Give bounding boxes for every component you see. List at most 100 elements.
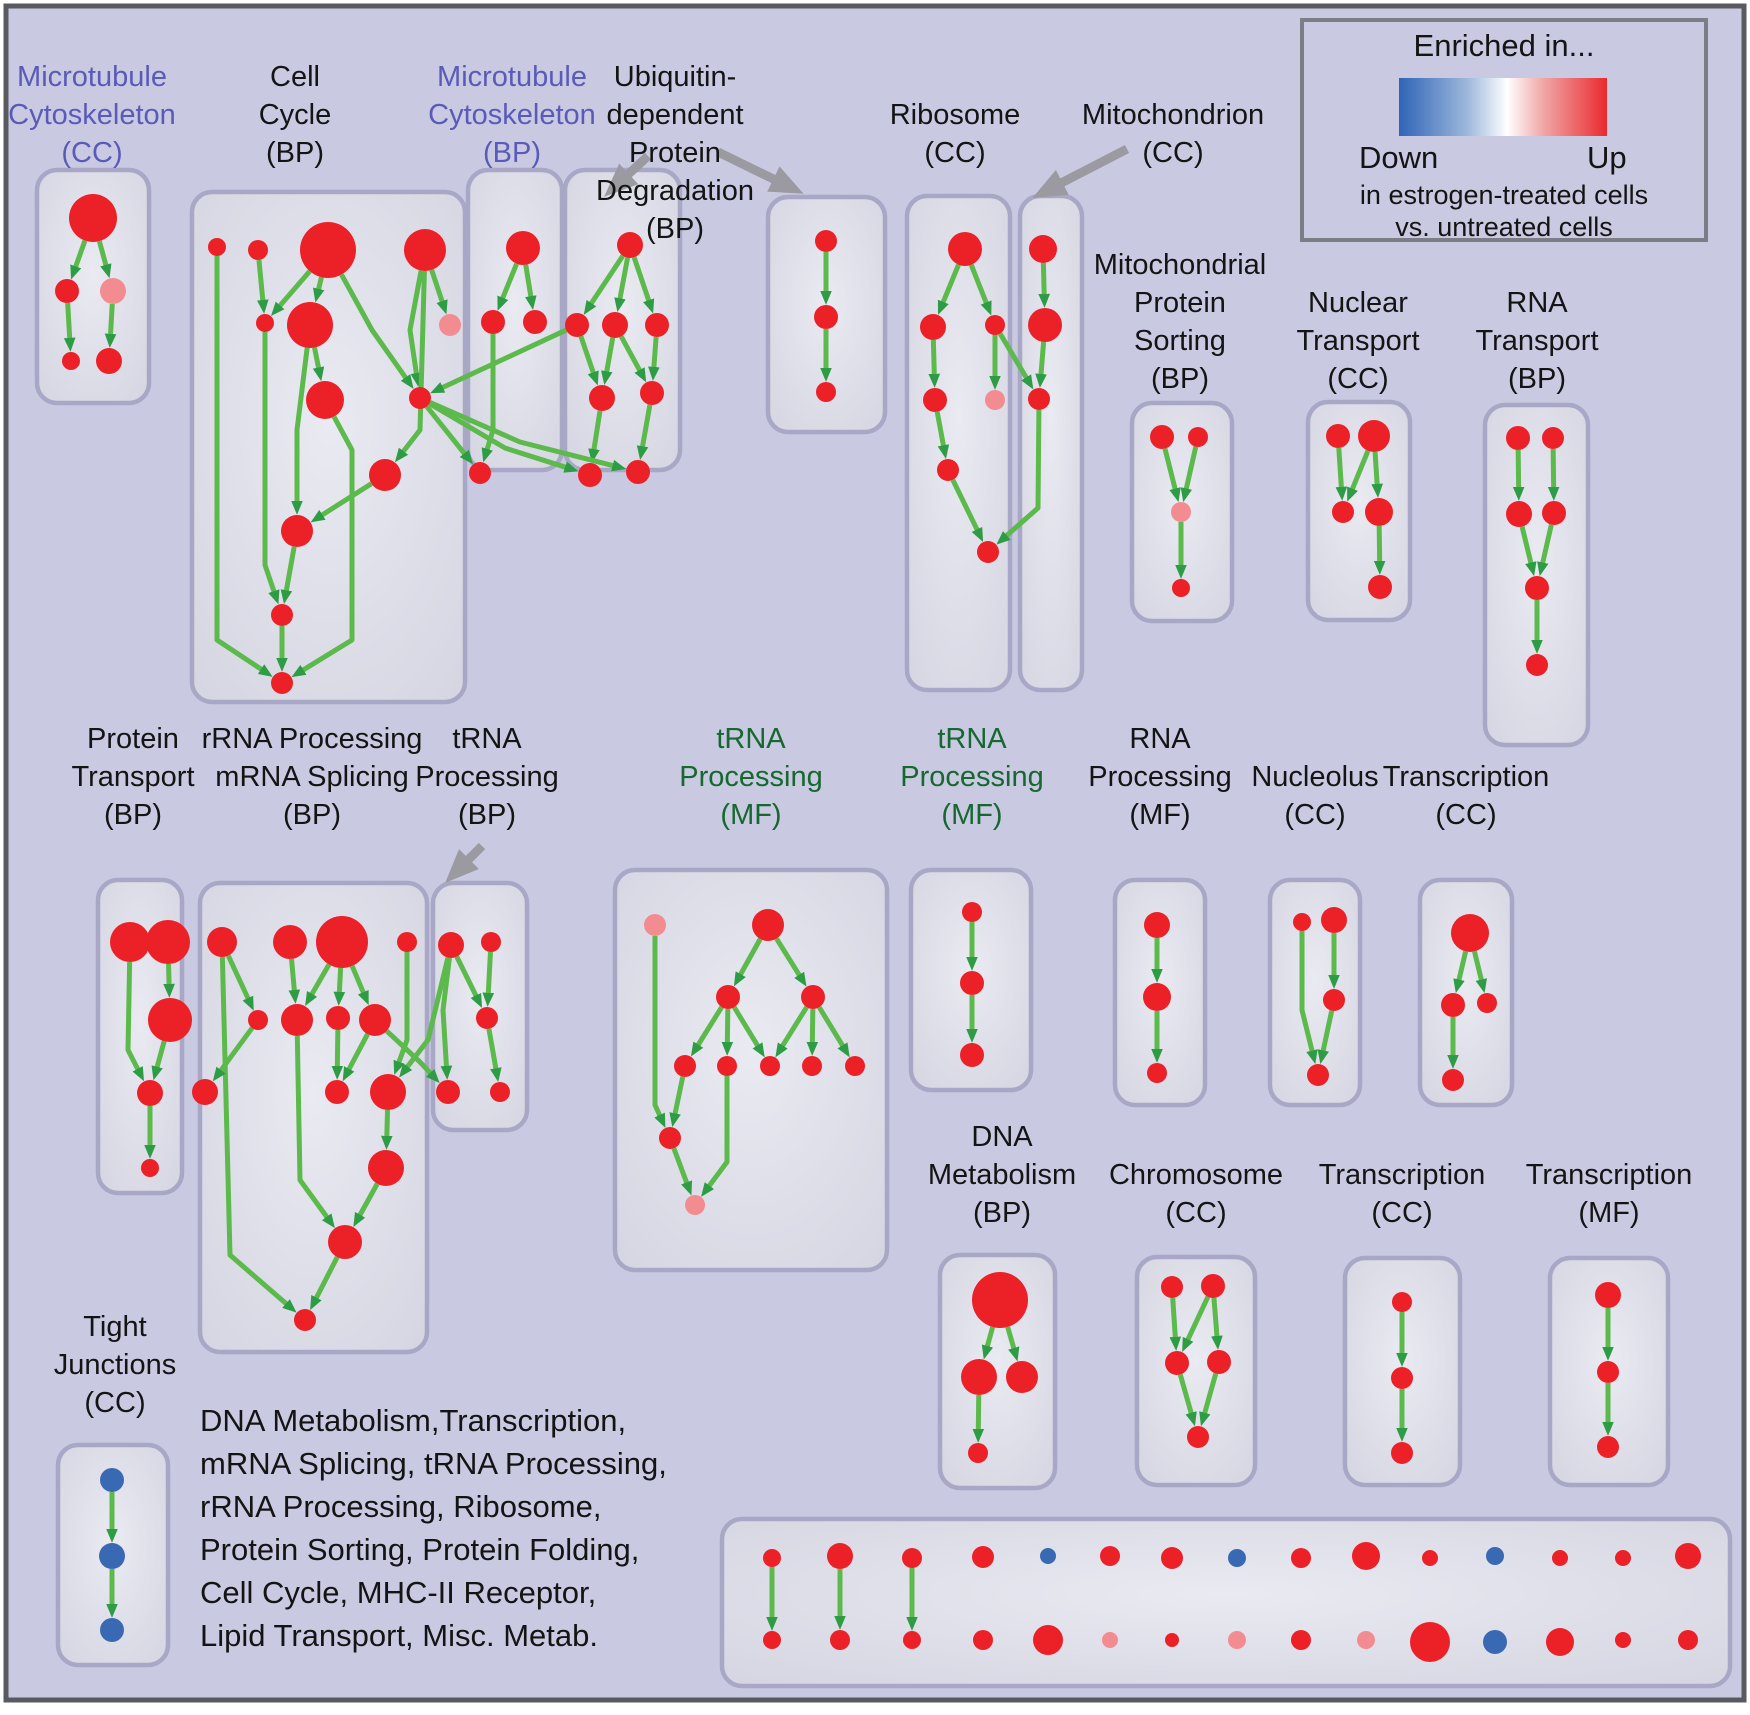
go-term-node [1410, 1622, 1450, 1662]
edge-arrow [310, 1255, 340, 1311]
go-term-node [300, 222, 356, 278]
cluster-label-nucleolus-cc-line2: (CC) [1284, 799, 1346, 831]
go-term-node [281, 515, 313, 547]
go-term-node [368, 1150, 404, 1186]
go-term-node [1150, 425, 1174, 449]
cluster-label-trna-mf-small-line3: (MF) [941, 799, 1003, 831]
cluster-label-dna-metabolism-line2: Metabolism [927, 1159, 1077, 1191]
cluster-label-mitochondrion-cc-line2: (CC) [1142, 137, 1204, 169]
go-term-node [1102, 1632, 1118, 1648]
edge-arrow [817, 1005, 850, 1058]
edge-arrow [690, 1005, 724, 1057]
go-term-node [685, 1195, 705, 1215]
edge-arrow [733, 937, 763, 987]
cluster-label-trna-bp-line3: (BP) [458, 799, 516, 831]
collapsed-terms-text-line6: Lipid Transport, Misc. Metab. [200, 1618, 598, 1653]
cluster-label-mito-protein-sorting-line1: Mitochondrial [1093, 249, 1267, 281]
go-term-node [62, 352, 80, 370]
cluster-label-protein-transport-line1: Protein [87, 723, 179, 755]
cluster-label-nuclear-transport-line3: (CC) [1327, 363, 1389, 395]
cluster-label-nuclear-transport-line2: Transport [1296, 325, 1420, 357]
go-term-node [99, 1543, 125, 1569]
go-term-node [100, 1468, 124, 1492]
go-term-node [814, 305, 838, 329]
edge-arrow [151, 1040, 167, 1081]
edge-arrow [440, 957, 453, 1080]
go-term-node [617, 232, 643, 258]
go-term-node [645, 313, 669, 337]
edge-arrow [381, 1109, 393, 1150]
collapsed-terms-text-line5: Cell Cycle, MHC-II Receptor, [200, 1575, 597, 1610]
cluster-label-tight-junctions-line3: (CC) [84, 1387, 146, 1419]
go-term-node [845, 1056, 865, 1076]
edge-arrow [928, 339, 941, 388]
edge-arrow [996, 409, 1042, 545]
edge-arrow [523, 264, 537, 310]
edge-arrow [631, 256, 655, 314]
cluster-label-nucleolus-cc-line1: Nucleolus [1251, 761, 1379, 793]
go-term-node [1546, 1628, 1574, 1656]
edge-arrow [583, 254, 625, 315]
edge-arrow [1169, 1297, 1182, 1351]
go-term-node [294, 1309, 316, 1331]
edge-arrow [280, 546, 297, 605]
go-term-node [1332, 501, 1354, 523]
go-term-node [137, 1080, 163, 1106]
go-term-node [141, 1159, 159, 1177]
legend-up-label: Up [1587, 140, 1627, 175]
edge-arrow [428, 401, 579, 473]
go-term-node [578, 463, 602, 487]
cluster-label-microtubule-bp-line2: Cytoskeleton [428, 99, 596, 131]
go-term-node [589, 385, 615, 411]
cluster-label-tight-junctions-line2: Junctions [53, 1349, 177, 1381]
edge-arrow [384, 1029, 440, 1084]
edge-arrow [636, 404, 653, 461]
cluster-box-transcription-cc-mid [1417, 877, 1515, 1108]
go-term-node [1483, 1630, 1507, 1654]
edge-arrow [339, 273, 414, 389]
edge-arrow [1317, 1010, 1335, 1065]
go-term-node [69, 194, 117, 242]
edge-arrow [310, 481, 373, 523]
cluster-label-chromosome-cc-line2: (CC) [1165, 1197, 1227, 1229]
cluster-box-nucleolus-cc [1267, 877, 1363, 1108]
cluster-label-cell-cycle-line3: (BP) [266, 137, 324, 169]
cluster-label-rna-processing-mf-line3: (MF) [1129, 799, 1191, 831]
edge-arrow [424, 405, 474, 465]
go-term-node [404, 229, 446, 271]
edge-arrow [288, 958, 301, 1004]
go-term-node [1029, 235, 1057, 263]
go-term-node [920, 314, 946, 340]
collapsed-terms-text-line2: mRNA Splicing, tRNA Processing, [200, 1446, 667, 1481]
edge-arrow [1547, 448, 1560, 501]
cluster-label-nuclear-transport-line1: Nuclear [1308, 287, 1408, 319]
edge-arrow [270, 269, 312, 317]
edge-arrow [1335, 447, 1348, 501]
go-term-node [985, 390, 1005, 410]
edge-arrow [399, 957, 451, 1078]
go-term-node [1506, 501, 1532, 527]
go-term-node [1391, 1367, 1413, 1389]
edge-arrow [313, 276, 325, 303]
go-term-node [100, 1618, 124, 1642]
cluster-label-ubiquitin-1-line4: Degradation [596, 175, 754, 207]
edge-arrow [262, 332, 280, 605]
go-term-node [973, 1630, 993, 1650]
go-term-node [1477, 993, 1497, 1013]
cluster-label-dna-metabolism-line3: (BP) [973, 1197, 1031, 1229]
label-pointer-arrow [716, 147, 804, 194]
go-term-node [1678, 1630, 1698, 1650]
edge-arrow [212, 1026, 255, 1082]
cluster-label-rna-transport-line2: Transport [1475, 325, 1599, 357]
edge-arrow [219, 956, 297, 1313]
go-term-node [1486, 1547, 1504, 1565]
edge-arrow [486, 1028, 502, 1082]
go-term-node [1100, 1546, 1120, 1566]
go-term-node [1365, 498, 1393, 526]
edge-arrow [104, 303, 117, 348]
go-term-node [972, 1546, 994, 1568]
go-term-node [476, 1007, 498, 1029]
cluster-label-protein-transport-line2: Transport [71, 761, 195, 793]
edge-arrow [1537, 524, 1554, 577]
go-term-node [248, 1010, 268, 1030]
